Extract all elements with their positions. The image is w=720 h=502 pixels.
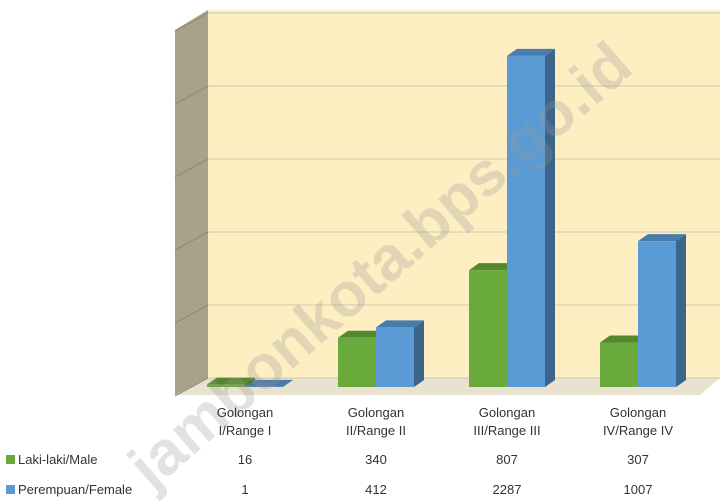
data-label: 340 xyxy=(365,452,387,467)
category-label: Golongan I/Range I xyxy=(216,405,274,438)
bar-side xyxy=(676,234,686,387)
bar-side xyxy=(545,48,555,387)
data-label: 807 xyxy=(496,452,518,467)
bar xyxy=(638,241,676,387)
bar-side xyxy=(283,379,293,387)
category-label: Golongan II/Range II xyxy=(346,405,406,438)
bar-top xyxy=(338,330,386,338)
bar-top xyxy=(376,320,424,328)
bar-top xyxy=(469,263,517,271)
grid-line xyxy=(174,158,209,178)
data-label: 1007 xyxy=(623,482,653,497)
bar xyxy=(469,270,507,387)
bar xyxy=(338,337,376,387)
data-label: 1 xyxy=(241,482,249,497)
data-label: 412 xyxy=(365,482,387,497)
bar-top xyxy=(507,48,555,56)
grid-line xyxy=(174,85,209,105)
back-wall xyxy=(208,10,720,378)
grid-line xyxy=(174,304,209,324)
legend-label: Laki-laki/Male xyxy=(18,452,98,467)
data-label: 2287 xyxy=(492,482,522,497)
grid-line xyxy=(174,231,209,251)
category-label: Golongan IV/Range IV xyxy=(602,405,674,438)
bar xyxy=(600,342,638,387)
data-label: 16 xyxy=(237,452,253,467)
floor xyxy=(175,378,720,395)
bar xyxy=(507,55,545,387)
bar xyxy=(207,384,245,387)
bar-top xyxy=(245,379,293,387)
bar-top xyxy=(207,377,255,385)
bar xyxy=(376,327,414,387)
bar-side xyxy=(245,377,255,387)
bar-side xyxy=(414,320,424,387)
legend-swatch xyxy=(6,485,15,494)
bar-top xyxy=(638,234,686,242)
category-label: Golongan III/Range III xyxy=(473,405,541,438)
legend-swatch xyxy=(6,455,15,464)
data-label: 307 xyxy=(627,452,649,467)
grid-line xyxy=(174,12,209,32)
legend-label: Perempuan/Female xyxy=(18,482,133,497)
legend-entry: Laki-laki/Male xyxy=(6,452,97,467)
side-wall xyxy=(175,10,208,395)
legend-entry: Perempuan/Female xyxy=(6,482,132,497)
grid-line xyxy=(174,377,209,397)
bar-top xyxy=(600,335,648,343)
